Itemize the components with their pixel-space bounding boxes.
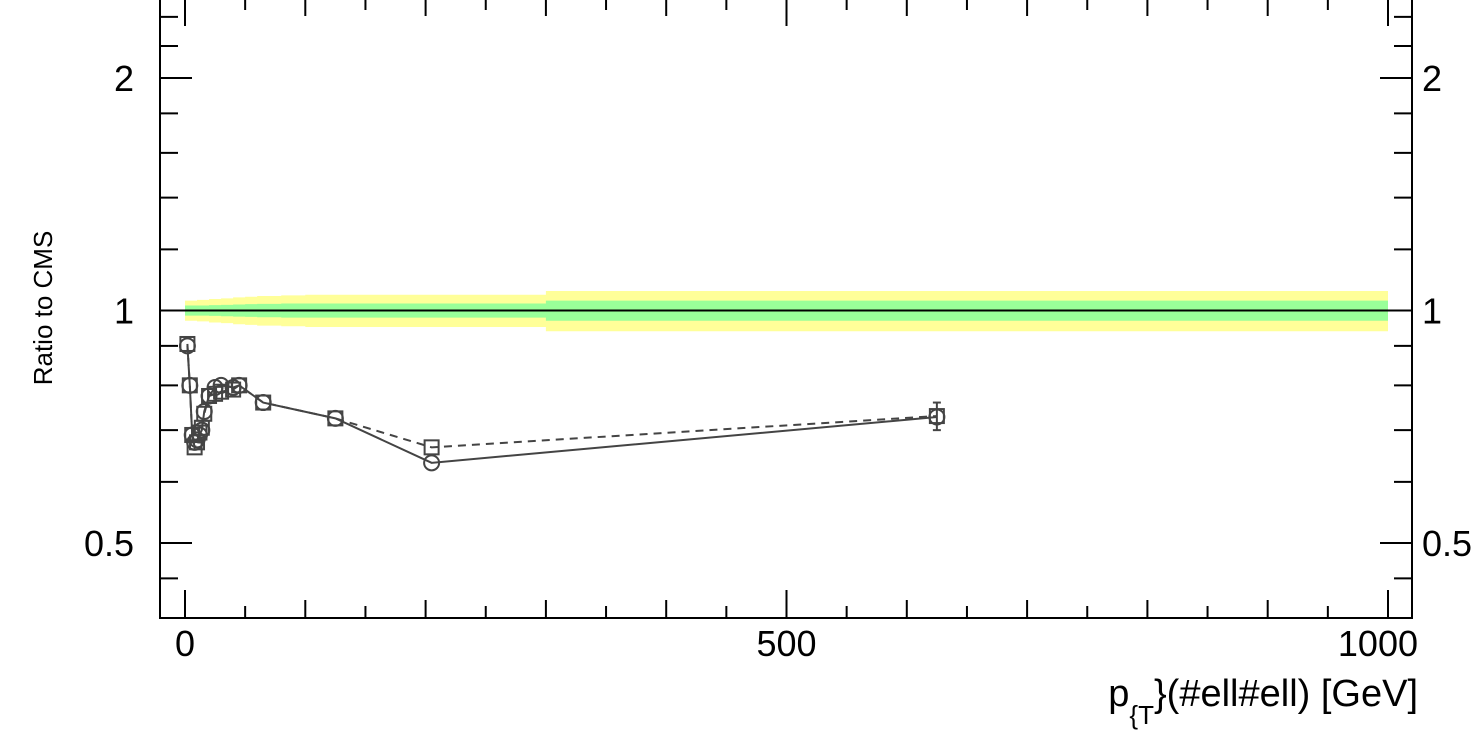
y-tick-label-right: 0.5 bbox=[1422, 523, 1472, 564]
x-axis-title: p{T}(#ell#ell) [GeV] bbox=[1108, 673, 1418, 730]
y-tick-label-right: 1 bbox=[1422, 291, 1442, 332]
axis-ticks bbox=[160, 0, 1412, 618]
data-point-square bbox=[231, 377, 248, 394]
data-point-square bbox=[327, 410, 344, 427]
x-tick-label: 0 bbox=[175, 623, 195, 664]
x-axis-title-main: p bbox=[1108, 673, 1129, 715]
data-series bbox=[178, 335, 946, 472]
y-tick-label: 1 bbox=[114, 291, 134, 332]
y-axis-title: Ratio to CMS bbox=[28, 231, 58, 386]
data-point-square bbox=[213, 383, 230, 400]
x-tick-label: 500 bbox=[756, 623, 816, 664]
x-axis-title-rest: }(#ell#ell) [GeV] bbox=[1154, 673, 1418, 715]
x-tick-label: 1000 bbox=[1338, 623, 1418, 664]
data-point-square bbox=[181, 377, 198, 394]
data-point-square bbox=[423, 439, 440, 456]
data-point-square bbox=[179, 335, 196, 352]
data-point-square bbox=[191, 424, 208, 441]
y-tick-label: 2 bbox=[114, 58, 134, 99]
data-point-square bbox=[196, 405, 213, 422]
y-tick-label: 0.5 bbox=[84, 523, 134, 564]
y-tick-label-right: 2 bbox=[1422, 58, 1442, 99]
x-axis-title-sub: {T bbox=[1129, 700, 1154, 730]
series-line-0 bbox=[186, 345, 937, 464]
tick-labels: 0 500 1000 0.5 0.5 1 1 2 2 bbox=[84, 58, 1472, 664]
series-line-1 bbox=[186, 343, 937, 451]
data-point-square bbox=[255, 394, 272, 411]
